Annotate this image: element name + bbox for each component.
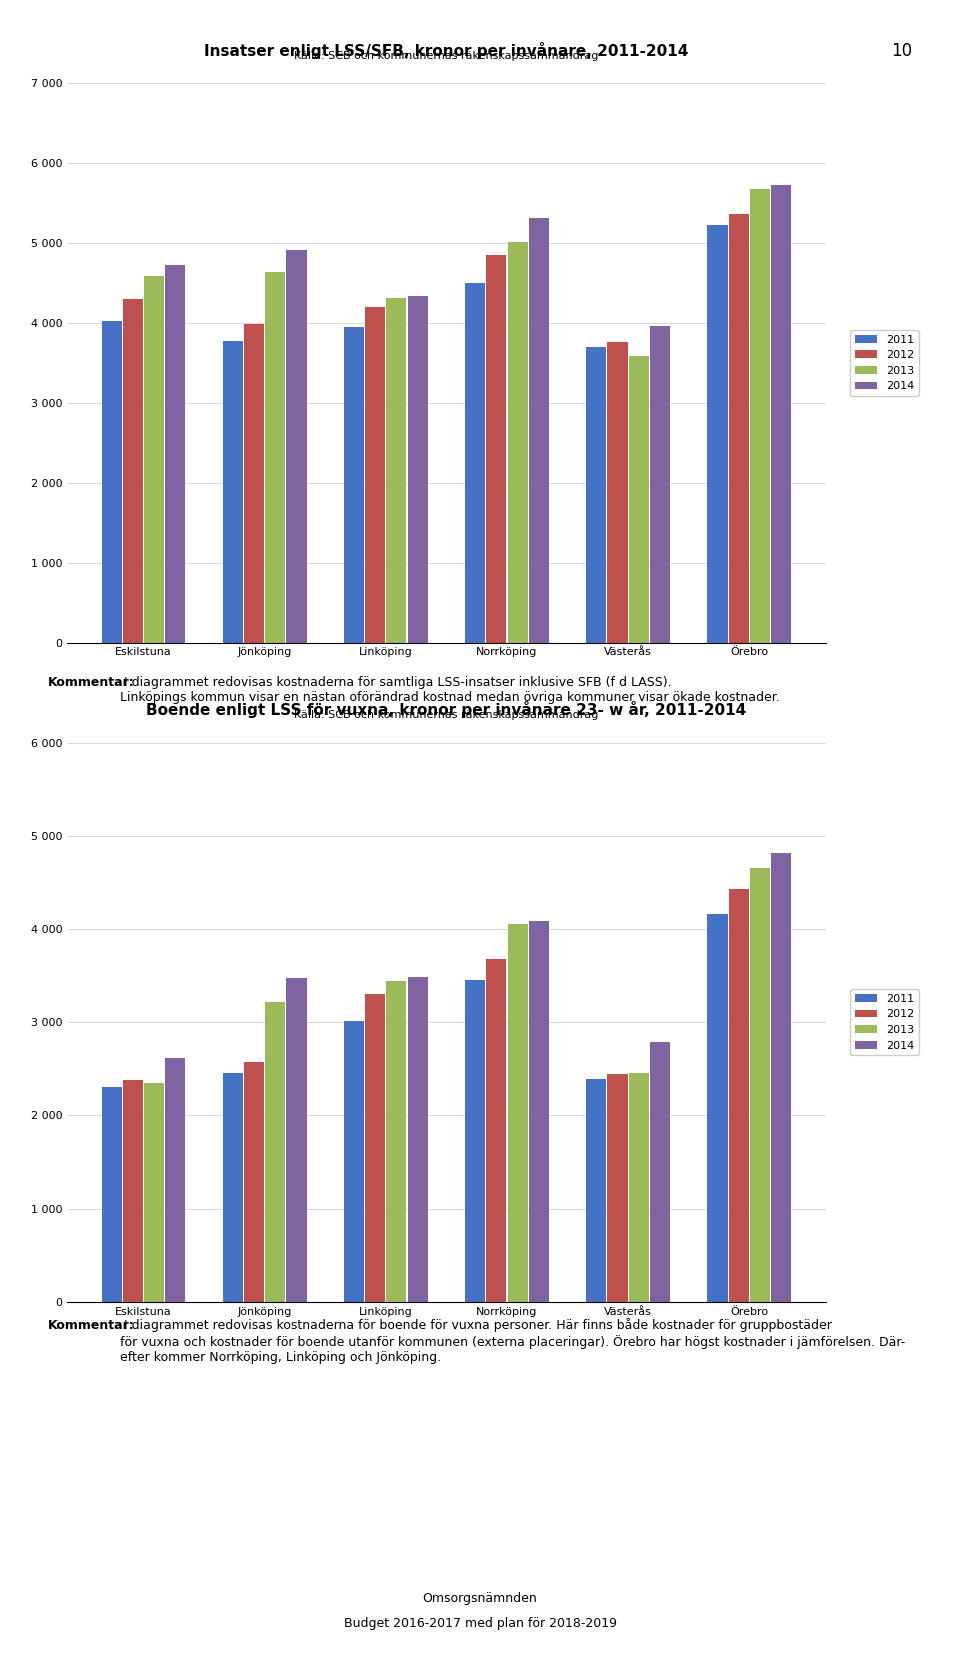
- Bar: [365, 995, 385, 1302]
- Bar: [629, 355, 649, 643]
- Bar: [144, 1083, 164, 1302]
- Text: I diagrammet redovisas kostnaderna för samtliga LSS-insatser inklusive SFB (f d : I diagrammet redovisas kostnaderna för s…: [120, 676, 780, 704]
- Text: Budget 2016-2017 med plan för 2018-2019: Budget 2016-2017 med plan för 2018-2019: [344, 1617, 616, 1631]
- Bar: [102, 322, 122, 643]
- Title: Insatser enligt LSS/SFB, kronor per invånare, 2011-2014: Insatser enligt LSS/SFB, kronor per invå…: [204, 42, 688, 58]
- Bar: [465, 980, 485, 1302]
- Bar: [487, 255, 507, 643]
- Title: Boende enligt LSS för vuxna, kronor per invånare 23- w år, 2011-2014: Boende enligt LSS för vuxna, kronor per …: [146, 701, 747, 718]
- Bar: [386, 981, 406, 1302]
- Bar: [465, 284, 485, 643]
- Text: Kommentar:: Kommentar:: [48, 676, 134, 689]
- Bar: [587, 1080, 607, 1302]
- Bar: [244, 1063, 264, 1302]
- Text: Källa: SCB och kommunernas räkenskapssammandrag: Källa: SCB och kommunernas räkenskapssam…: [294, 711, 599, 721]
- Bar: [629, 1073, 649, 1302]
- Bar: [771, 185, 791, 643]
- Bar: [508, 925, 528, 1302]
- Bar: [244, 324, 264, 643]
- Bar: [344, 327, 364, 643]
- Bar: [102, 1088, 122, 1302]
- Bar: [750, 189, 770, 643]
- Text: 10: 10: [891, 42, 912, 60]
- Bar: [729, 890, 749, 1302]
- Bar: [487, 960, 507, 1302]
- Bar: [286, 978, 306, 1302]
- Bar: [123, 1080, 143, 1302]
- Text: Omsorgsnämnden: Omsorgsnämnden: [422, 1592, 538, 1606]
- Bar: [344, 1021, 364, 1302]
- Bar: [408, 295, 428, 643]
- Bar: [608, 342, 628, 643]
- Bar: [650, 1041, 670, 1302]
- Text: I diagrammet redovisas kostnaderna för boende för vuxna personer. Här finns både: I diagrammet redovisas kostnaderna för b…: [120, 1319, 905, 1364]
- Legend: 2011, 2012, 2013, 2014: 2011, 2012, 2013, 2014: [851, 990, 919, 1055]
- Bar: [508, 242, 528, 643]
- Bar: [650, 325, 670, 643]
- Bar: [265, 1001, 285, 1302]
- Bar: [608, 1073, 628, 1302]
- Bar: [286, 250, 306, 643]
- Bar: [408, 976, 428, 1302]
- Bar: [223, 340, 243, 643]
- Bar: [386, 297, 406, 643]
- Bar: [223, 1073, 243, 1302]
- Bar: [708, 915, 728, 1302]
- Bar: [587, 347, 607, 643]
- Bar: [529, 921, 549, 1302]
- Text: Kommentar:: Kommentar:: [48, 1319, 134, 1332]
- Bar: [750, 868, 770, 1302]
- Bar: [165, 265, 185, 643]
- Bar: [365, 307, 385, 643]
- Bar: [529, 219, 549, 643]
- Bar: [708, 225, 728, 643]
- Bar: [265, 272, 285, 643]
- Bar: [729, 214, 749, 643]
- Bar: [771, 853, 791, 1302]
- Bar: [123, 299, 143, 643]
- Text: Källa: SCB och kommunernas räkenskapssammandrag: Källa: SCB och kommunernas räkenskapssam…: [294, 52, 599, 62]
- Bar: [165, 1058, 185, 1302]
- Bar: [144, 275, 164, 643]
- Legend: 2011, 2012, 2013, 2014: 2011, 2012, 2013, 2014: [851, 330, 919, 396]
